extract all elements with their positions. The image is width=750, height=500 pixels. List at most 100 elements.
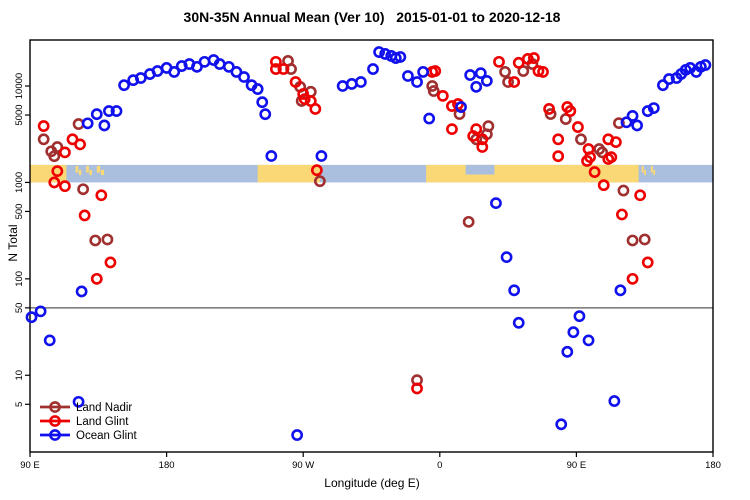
- data-point: [641, 256, 654, 269]
- y-tick-label: 5000: [14, 104, 25, 125]
- data-point: [238, 71, 250, 83]
- x-tick-label: 90 E: [567, 460, 587, 471]
- data-point: [455, 101, 467, 113]
- legend-label: Land Nadir: [76, 402, 132, 414]
- data-point: [72, 118, 85, 130]
- data-point: [354, 76, 367, 88]
- data-point: [499, 66, 511, 78]
- y-axis: 10000 5000 1000 500 100 50 10 5: [14, 73, 30, 407]
- data-point: [373, 46, 385, 58]
- data-point: [81, 117, 94, 130]
- data-point: [582, 334, 595, 347]
- legend-marker: [49, 429, 61, 441]
- data-point: [310, 164, 323, 177]
- data-point: [657, 79, 669, 92]
- y-tick-label: 1000: [14, 172, 25, 193]
- series-land-glint: [37, 52, 654, 395]
- y-tick-label: 10000: [14, 73, 25, 99]
- data-point: [110, 105, 123, 117]
- data-point: [617, 184, 630, 197]
- data-point: [476, 133, 489, 146]
- data-point: [298, 93, 311, 106]
- data-point: [490, 197, 502, 210]
- data-point: [309, 103, 322, 115]
- data-point: [626, 234, 639, 247]
- data-point: [597, 179, 610, 192]
- data-point: [48, 150, 61, 163]
- data-point: [34, 305, 47, 318]
- data-point: [411, 382, 423, 395]
- x-axis: 90 E 180 90 W 0 90 E 180: [20, 452, 721, 471]
- data-point: [634, 189, 647, 202]
- data-point: [89, 234, 102, 247]
- data-point: [641, 105, 654, 117]
- data-point: [259, 108, 272, 121]
- data-point: [452, 98, 464, 110]
- data-point: [48, 176, 61, 189]
- x-tick-label: 180: [705, 460, 721, 471]
- data-point: [104, 256, 117, 269]
- data-point: [256, 96, 269, 109]
- data-point: [552, 150, 565, 163]
- data-point: [43, 334, 56, 347]
- y-tick-label: 10: [14, 370, 25, 381]
- data-point: [596, 146, 609, 159]
- data-point: [572, 121, 584, 133]
- map-strip: [30, 164, 713, 183]
- data-point: [464, 69, 477, 81]
- data-point: [37, 120, 50, 132]
- data-point: [626, 109, 639, 122]
- series-ocean-glint: [25, 46, 712, 441]
- data-point: [612, 117, 625, 130]
- data-point: [561, 345, 574, 358]
- data-point: [417, 66, 430, 78]
- data-point: [168, 66, 181, 78]
- data-point: [609, 136, 622, 148]
- y-tick-label: 100: [14, 271, 25, 287]
- legend: Land Nadir Land Glint Ocean Glint: [40, 401, 138, 442]
- data-point: [620, 116, 633, 129]
- data-point: [555, 418, 568, 431]
- data-point: [626, 272, 639, 285]
- data-point: [581, 155, 593, 167]
- data-point: [436, 89, 449, 102]
- y-axis-label: N Total: [6, 224, 20, 262]
- data-point: [379, 48, 392, 60]
- data-point: [493, 55, 505, 68]
- data-point: [699, 59, 712, 71]
- data-point: [37, 133, 50, 146]
- data-point: [98, 119, 111, 132]
- data-point: [521, 53, 534, 65]
- data-point: [512, 316, 525, 329]
- data-point: [512, 56, 525, 69]
- data-point: [134, 72, 147, 84]
- data-point: [552, 133, 565, 146]
- data-point: [367, 63, 379, 75]
- data-point: [59, 180, 71, 193]
- x-axis-label: Longitude (deg E): [324, 476, 420, 490]
- data-point: [588, 166, 601, 178]
- data-point: [543, 103, 555, 115]
- x-tick-label: 180: [159, 460, 175, 471]
- data-point: [289, 76, 302, 88]
- data-point: [51, 165, 64, 178]
- data-point: [103, 105, 115, 117]
- data-point: [265, 150, 278, 162]
- data-point: [614, 284, 627, 297]
- series-land-nadir: [37, 55, 651, 387]
- legend-label: Land Glint: [76, 416, 129, 428]
- x-tick-label: 90 W: [292, 460, 314, 471]
- data-point: [345, 78, 358, 90]
- data-point: [429, 65, 442, 77]
- data-point: [313, 175, 326, 188]
- legend-label: Ocean Glint: [76, 430, 138, 442]
- data-point: [508, 284, 521, 297]
- data-point: [508, 76, 521, 88]
- data-point: [462, 215, 475, 228]
- chart-title: 30N-35N Annual Mean (Ver 10) 2015-01-01 …: [183, 9, 561, 25]
- data-point: [470, 80, 483, 93]
- data-point: [25, 311, 38, 324]
- data-point: [476, 141, 489, 153]
